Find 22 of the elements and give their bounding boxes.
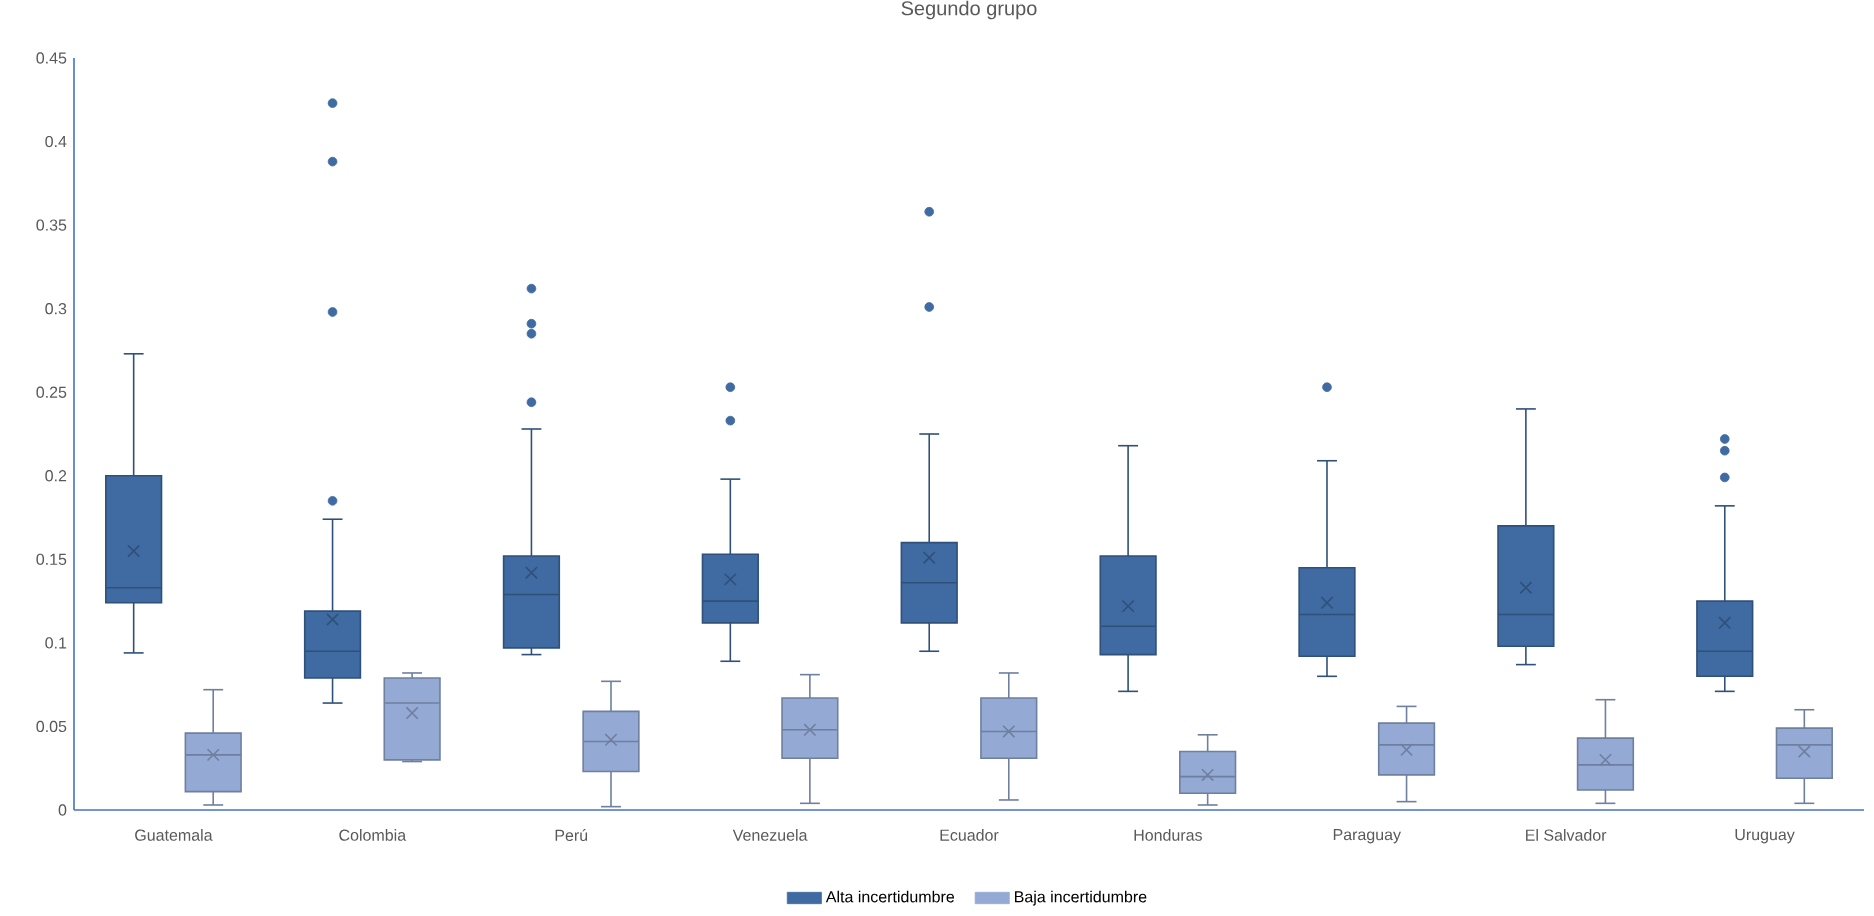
y-tick-label: 0: [58, 804, 67, 816]
x-tick-label: Colombia: [339, 829, 407, 841]
x-tick-label: Ecuador: [940, 829, 999, 841]
y-tick-label: 0.45: [36, 52, 67, 64]
x-tick-label: Guatemala: [135, 829, 213, 841]
x-tick-label: El Salvador: [1526, 829, 1607, 841]
legend-label: Alta incertidumbre: [825, 890, 955, 903]
x-tick-label: Paraguay: [1333, 829, 1401, 844]
chart-title: Segundo grupo: [901, 0, 1037, 20]
x-tick-label: Uruguay: [1735, 829, 1795, 844]
x-tick-label: Perú: [555, 829, 588, 841]
y-tick-label: 0.4: [45, 135, 67, 148]
y-tick-label: 0.05: [36, 720, 67, 733]
y-tick-label: 0.3: [45, 303, 67, 315]
y-tick-label: 0.15: [36, 553, 67, 565]
y-tick-label: 0.35: [36, 219, 67, 231]
x-tick-label: Honduras: [1134, 829, 1202, 841]
legend-label: Baja incertidumbre: [1015, 890, 1147, 906]
y-tick-label: 0.1: [45, 637, 67, 649]
x-tick-label: Venezuela: [732, 829, 808, 841]
y-tick-label: 0.25: [36, 386, 67, 398]
y-tick-label: 0.2: [45, 470, 67, 482]
